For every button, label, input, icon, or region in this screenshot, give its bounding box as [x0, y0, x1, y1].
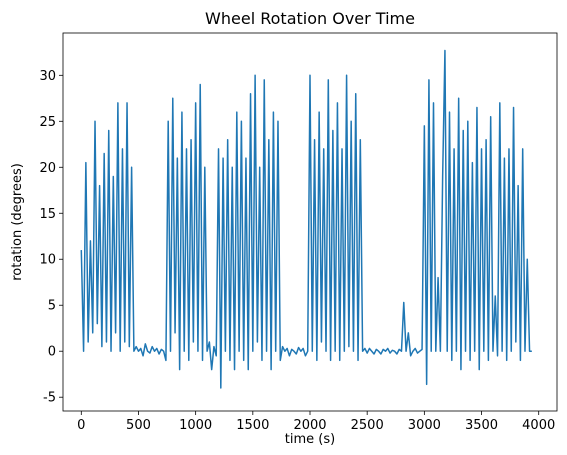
- y-tick-label: 15: [39, 207, 56, 222]
- x-tick-label: 0: [77, 418, 85, 433]
- x-tick-label: 3000: [408, 418, 441, 433]
- x-tick-label: 3500: [465, 418, 498, 433]
- y-axis-label: rotation (degrees): [10, 163, 25, 281]
- x-tick-label: 1500: [236, 418, 269, 433]
- y-tick-label: 20: [39, 161, 56, 176]
- x-tick-label: 4000: [522, 418, 555, 433]
- x-axis-label: time (s): [285, 432, 335, 447]
- y-tick-label: 10: [39, 253, 56, 268]
- y-tick-label: 30: [39, 69, 56, 84]
- x-tick-label: 500: [126, 418, 151, 433]
- line: [80, 49, 532, 389]
- x-tick-label: 2500: [351, 418, 384, 433]
- x-tick-label: 1000: [179, 418, 212, 433]
- chart-title: Wheel Rotation Over Time: [205, 9, 415, 28]
- y-tick-label: 5: [48, 299, 56, 314]
- plot-frame: [62, 32, 558, 412]
- y-tick-label: 0: [48, 345, 56, 360]
- y-tick-label: -5: [43, 391, 56, 406]
- x-tick-label: 2000: [293, 418, 326, 433]
- y-tick-label: 25: [39, 115, 56, 130]
